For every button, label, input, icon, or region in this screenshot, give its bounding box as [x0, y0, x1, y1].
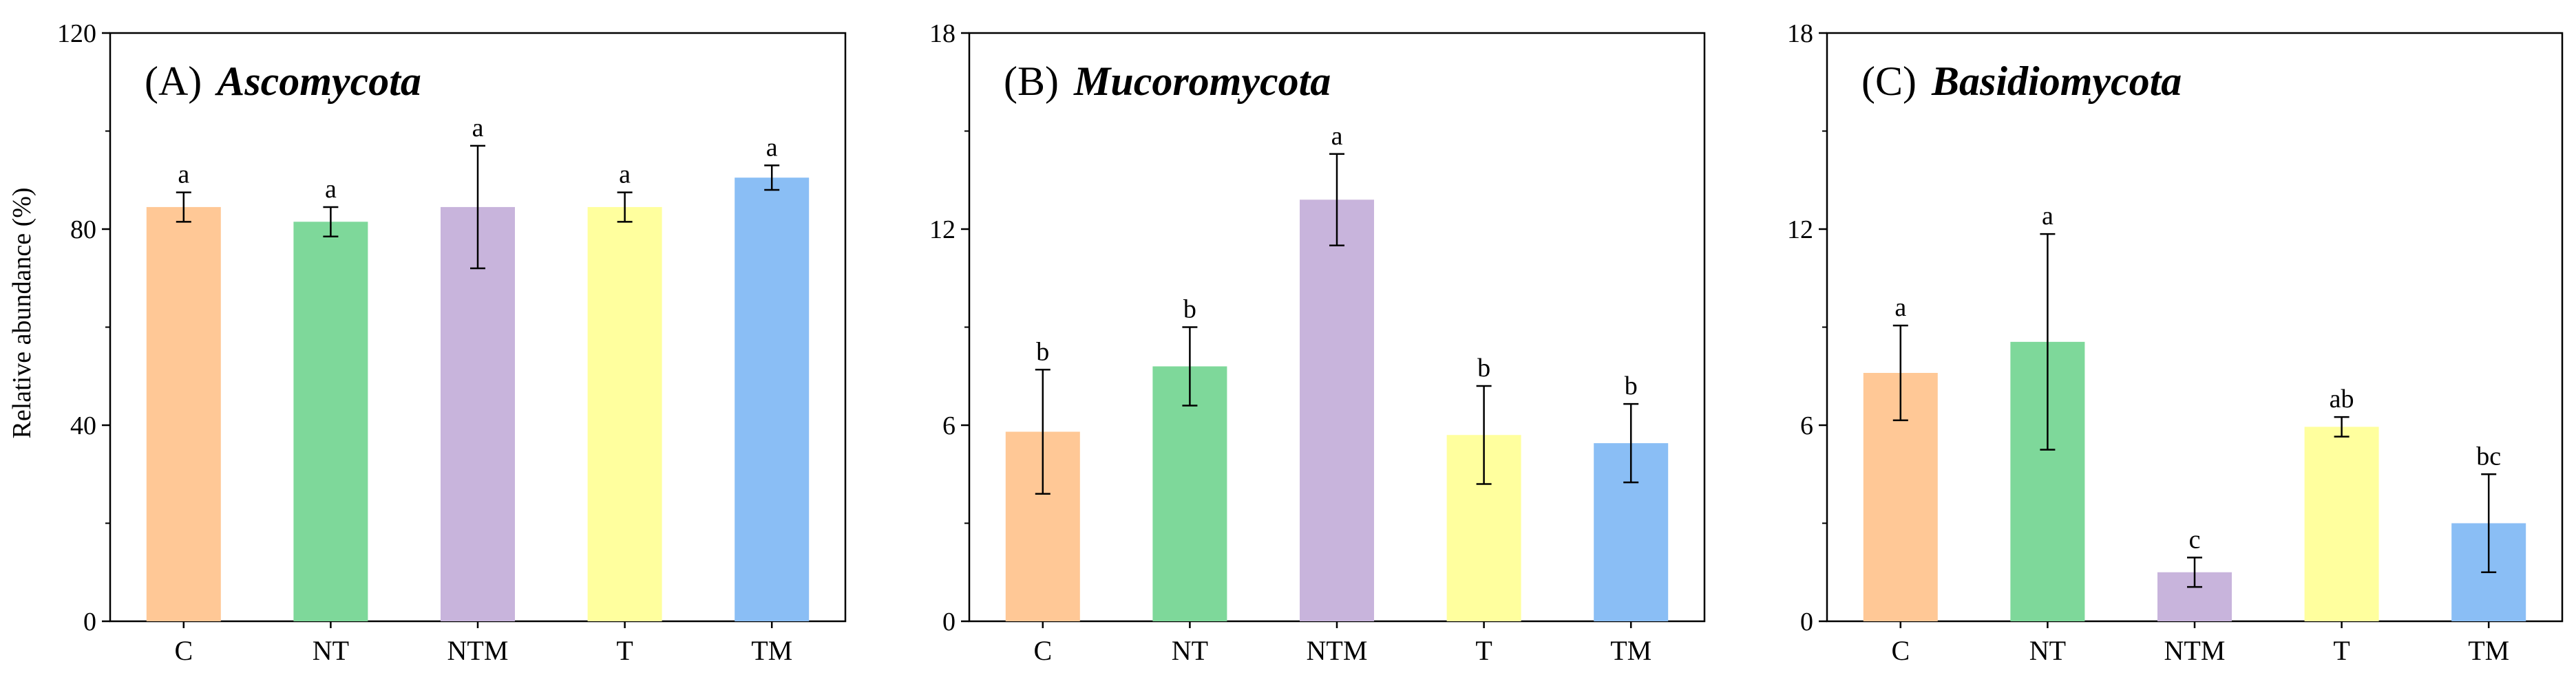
panel-c-ytick-label: 12 [1787, 215, 1813, 244]
panel-a-sig-letter-ntm: a [472, 114, 484, 142]
panel-c-tag: (C) [1861, 58, 1917, 104]
panel-c-category-label-tm: TM [2468, 635, 2509, 666]
panel-a-category-label-t: T [616, 635, 633, 666]
panel-b-sig-letter-nt: b [1183, 295, 1196, 324]
panel-c-ytick-label: 6 [1800, 411, 1813, 440]
panel-a-tag: (A) [145, 58, 202, 104]
panel-a-sig-letter-c: a [178, 160, 189, 189]
panel-c-category-label-t: T [2333, 635, 2350, 666]
panel-b-sig-letter-ntm: a [1331, 122, 1343, 151]
panel-c-sig-letter-t: ab [2330, 385, 2354, 413]
panel-a-taxon-name: Ascomycota [214, 58, 421, 104]
panel-b-category-label-tm: TM [1610, 635, 1651, 666]
panel-a-ytick-label: 0 [83, 608, 96, 636]
panel-a-bar-ntm [441, 206, 515, 621]
panel-c-ytick-label: 18 [1787, 19, 1813, 48]
panel-b-ytick-label: 12 [929, 215, 956, 244]
panel-b-ytick-label: 6 [942, 411, 956, 440]
panel-a-category-label-ntm: NTM [447, 635, 509, 666]
panel-a-sig-letter-t: a [619, 160, 631, 189]
panel-c-sig-letter-ntm: c [2189, 525, 2201, 554]
panel-c-bar-t [2304, 427, 2379, 621]
panel-a-sig-letter-tm: a [766, 133, 778, 162]
panel-c-category-label-nt: NT [2029, 635, 2066, 666]
panel-a-category-label-tm: TM [751, 635, 792, 666]
panel-a-ytick-label: 40 [70, 411, 96, 440]
y-axis-title: Relative abundance (%) [8, 187, 36, 438]
panel-c-sig-letter-nt: a [2042, 202, 2054, 230]
panel-b-tag: (B) [1004, 58, 1059, 104]
panel-b-title: (B) Mucoromycota [1004, 58, 1331, 104]
panel-a-ytick-label: 80 [70, 215, 96, 244]
panel-b-ytick-label: 18 [929, 19, 956, 48]
panel-c-sig-letter-tm: bc [2476, 442, 2501, 471]
panel-c-category-label-ntm: NTM [2164, 635, 2226, 666]
panel-a-ytick-label: 120 [57, 19, 96, 48]
panel-c-category-label-c: C [1891, 635, 1910, 666]
panel-b-sig-letter-tm: b [1625, 372, 1638, 400]
panel-a-bar-c [146, 206, 221, 621]
panel-a-bar-nt [293, 222, 368, 621]
panel-b-taxon-name: Mucoromycota [1073, 58, 1331, 104]
panel-b-ytick-label: 0 [942, 608, 956, 636]
panel-a-bar-t [587, 206, 662, 621]
panel-c-taxon-name: Basidiomycota [1931, 58, 2182, 104]
panel-c-ytick-label: 0 [1800, 608, 1813, 636]
panel-b-category-label-ntm: NTM [1307, 635, 1368, 666]
panel-b-sig-letter-t: b [1477, 354, 1490, 383]
panel-a-sig-letter-nt: a [325, 175, 337, 204]
panel-a-bar-tm [735, 178, 810, 621]
panel-c-sig-letter-c: a [1894, 293, 1906, 322]
panel-a-category-label-nt: NT [313, 635, 349, 666]
panel-b-sig-letter-c: b [1036, 337, 1049, 366]
panel-b-category-label-nt: NT [1172, 635, 1208, 666]
panel-c-title: (C) Basidiomycota [1861, 58, 2182, 104]
panel-b-bar-nt [1152, 366, 1227, 621]
panel-a-category-label-c: C [174, 635, 193, 666]
panel-b-bar-ntm [1300, 200, 1374, 621]
panel-b-category-label-c: C [1033, 635, 1052, 666]
panel-b-category-label-t: T [1475, 635, 1492, 666]
panel-a-title: (A) Ascomycota [145, 58, 421, 104]
